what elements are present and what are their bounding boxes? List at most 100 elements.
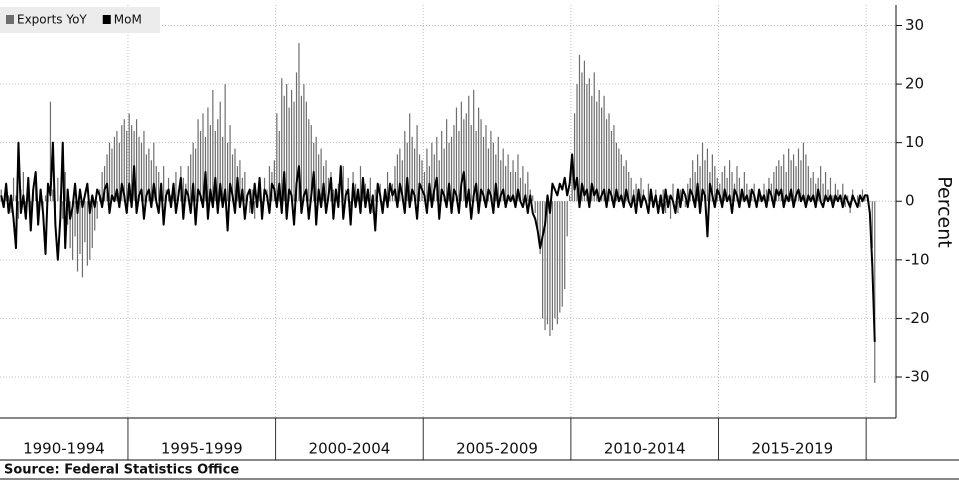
- bar: [559, 201, 561, 313]
- bar: [569, 195, 571, 202]
- bar: [222, 136, 224, 202]
- bar: [369, 177, 371, 202]
- bar: [780, 166, 782, 202]
- bar: [512, 160, 514, 202]
- bar: [12, 177, 15, 202]
- bar: [573, 113, 576, 202]
- bar: [593, 72, 595, 202]
- y-tick-label: -10: [905, 250, 930, 268]
- bar: [765, 189, 768, 202]
- bar: [544, 201, 546, 331]
- bar: [699, 166, 701, 202]
- bar: [281, 78, 283, 202]
- bar: [404, 130, 406, 202]
- bar: [318, 154, 320, 202]
- bar: [433, 154, 435, 202]
- bar: [495, 154, 497, 202]
- bar: [103, 166, 106, 202]
- bar: [534, 201, 536, 213]
- bar: [487, 148, 490, 202]
- bar: [231, 154, 234, 202]
- bar: [790, 160, 792, 202]
- y-tick-label: 10: [905, 133, 924, 151]
- bar: [443, 148, 445, 202]
- bar: [64, 171, 66, 202]
- bar: [770, 183, 773, 202]
- bar: [131, 125, 133, 202]
- bar: [805, 154, 807, 202]
- bar: [463, 119, 465, 202]
- bar: [640, 177, 642, 202]
- bar: [163, 166, 165, 202]
- bar: [697, 154, 699, 202]
- bar: [153, 142, 155, 202]
- bar: [350, 201, 352, 208]
- bar: [421, 160, 423, 202]
- bar: [460, 101, 462, 202]
- bar: [106, 154, 108, 202]
- bar: [812, 171, 814, 202]
- bar: [620, 154, 622, 202]
- bar: [748, 189, 750, 202]
- bar: [829, 177, 832, 202]
- legend: Exports YoY MoM: [0, 7, 160, 33]
- bar: [140, 142, 143, 202]
- bar: [268, 166, 271, 202]
- bar: [524, 183, 526, 202]
- bar: [409, 113, 411, 202]
- bar: [436, 136, 438, 202]
- y-tick-label: 30: [905, 16, 924, 34]
- bar: [17, 201, 20, 219]
- bar: [396, 154, 398, 202]
- bar: [847, 195, 849, 202]
- bar: [108, 142, 111, 202]
- bar: [763, 183, 765, 202]
- bar: [145, 154, 148, 202]
- bar: [295, 72, 298, 202]
- bar: [288, 107, 290, 202]
- bar: [332, 189, 335, 202]
- bar: [871, 201, 873, 249]
- bar: [706, 148, 709, 202]
- bar: [219, 101, 221, 202]
- bar: [665, 201, 667, 213]
- bar: [49, 101, 52, 202]
- bar: [802, 142, 805, 202]
- x-tick-label: 2000-2004: [309, 440, 391, 458]
- bar: [692, 160, 694, 202]
- bar: [549, 201, 551, 336]
- bar: [214, 130, 216, 202]
- bar: [79, 201, 81, 254]
- legend-swatch: [6, 15, 14, 24]
- bar: [869, 201, 871, 202]
- bar: [354, 183, 357, 202]
- bar: [608, 113, 610, 202]
- bar: [411, 136, 413, 202]
- bar: [736, 166, 738, 202]
- bar: [837, 189, 839, 202]
- bar: [283, 95, 285, 202]
- bar: [175, 171, 177, 202]
- bar: [342, 166, 344, 202]
- bar: [522, 166, 524, 202]
- bar: [810, 177, 812, 202]
- bar: [123, 119, 125, 202]
- bar: [69, 201, 71, 249]
- bar: [844, 201, 846, 208]
- bar: [118, 142, 120, 202]
- bar: [797, 148, 800, 202]
- bar: [239, 160, 241, 202]
- bar: [111, 148, 113, 202]
- bar: [96, 201, 98, 219]
- bar: [224, 84, 226, 202]
- bar: [91, 201, 93, 249]
- bar: [566, 201, 568, 237]
- bar: [450, 136, 453, 202]
- bar: [635, 183, 637, 202]
- bar: [209, 125, 211, 202]
- bar: [249, 201, 251, 213]
- bar: [647, 183, 649, 202]
- bar: [588, 78, 590, 202]
